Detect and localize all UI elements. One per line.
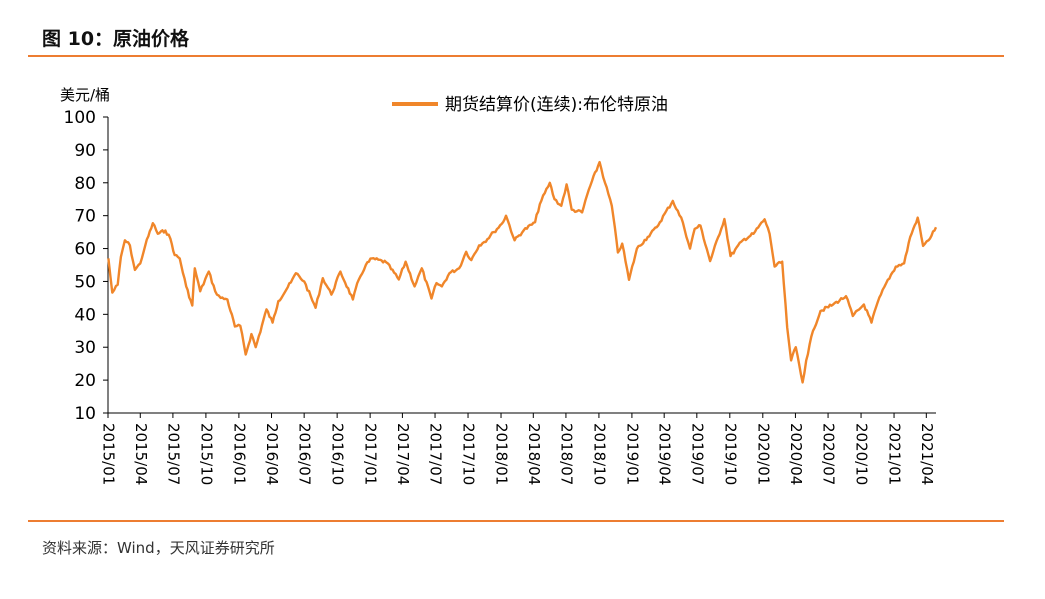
x-tick-label: 2016/07 <box>296 423 314 485</box>
chart-axes <box>103 116 936 418</box>
x-tick-label: 2019/04 <box>656 423 674 485</box>
x-tick-label: 2016/04 <box>263 423 281 485</box>
x-tick-label: 2019/01 <box>623 423 641 485</box>
y-tick-label: 100 <box>64 108 96 128</box>
y-axis-unit-label: 美元/桶 <box>60 86 110 104</box>
x-tick-label: 2015/07 <box>164 423 182 485</box>
y-tick-label: 60 <box>74 240 96 260</box>
plot-area <box>107 160 938 384</box>
y-tick-label: 80 <box>74 174 96 194</box>
y-tick-label: 20 <box>74 371 96 391</box>
x-tick-label: 2018/07 <box>557 423 575 485</box>
source-note: 资料来源：Wind，天风证券研究所 <box>42 539 275 557</box>
figure-title: 图 10：原油价格 <box>42 28 190 50</box>
y-tick-label: 30 <box>74 338 96 358</box>
x-tick-label: 2017/10 <box>460 423 478 485</box>
y-tick-labels: 10 20 30 40 50 60 70 80 90 100 <box>64 108 96 424</box>
y-tick-label: 10 <box>74 404 96 424</box>
legend-label: 期货结算价(连续):布伦特原油 <box>445 95 668 115</box>
x-tick-label: 2016/01 <box>230 423 248 485</box>
line-chart: 2015/01 2015/04 2015/07 2015/10 2016/01 2016/… <box>60 86 938 485</box>
legend: 期货结算价(连续):布伦特原油 <box>392 95 668 115</box>
x-tick-label: 2019/10 <box>721 423 739 485</box>
y-tick-label: 40 <box>74 305 96 325</box>
x-tick-label: 2021/04 <box>918 423 936 485</box>
x-tick-label: 2021/01 <box>886 423 904 485</box>
x-tick-label: 2020/01 <box>754 423 772 485</box>
y-tick-label: 90 <box>74 141 96 161</box>
x-tick-label: 2020/10 <box>853 423 871 485</box>
x-tick-label: 2018/01 <box>493 423 511 485</box>
top-rule <box>28 55 1004 57</box>
x-tick-label: 2016/10 <box>329 423 347 485</box>
x-tick-label: 2017/04 <box>394 423 412 485</box>
x-tick-labels: 2015/01 2015/04 2015/07 2015/10 2016/01 2016/… <box>100 423 936 485</box>
x-tick-label: 2018/04 <box>525 423 543 485</box>
x-tick-label: 2015/01 <box>100 423 118 485</box>
x-tick-label: 2017/01 <box>362 423 380 485</box>
x-tick-label: 2020/07 <box>820 423 838 485</box>
y-tick-label: 50 <box>74 272 96 292</box>
bottom-rule <box>28 520 1004 522</box>
x-tick-label: 2018/10 <box>590 423 608 485</box>
x-tick-label: 2017/07 <box>427 423 445 485</box>
y-tick-label: 70 <box>74 207 96 227</box>
x-tick-label: 2015/04 <box>132 423 150 485</box>
x-tick-label: 2020/04 <box>787 423 805 485</box>
series-line-brent <box>107 160 938 384</box>
x-tick-label: 2015/10 <box>197 423 215 485</box>
x-tick-label: 2019/07 <box>688 423 706 485</box>
